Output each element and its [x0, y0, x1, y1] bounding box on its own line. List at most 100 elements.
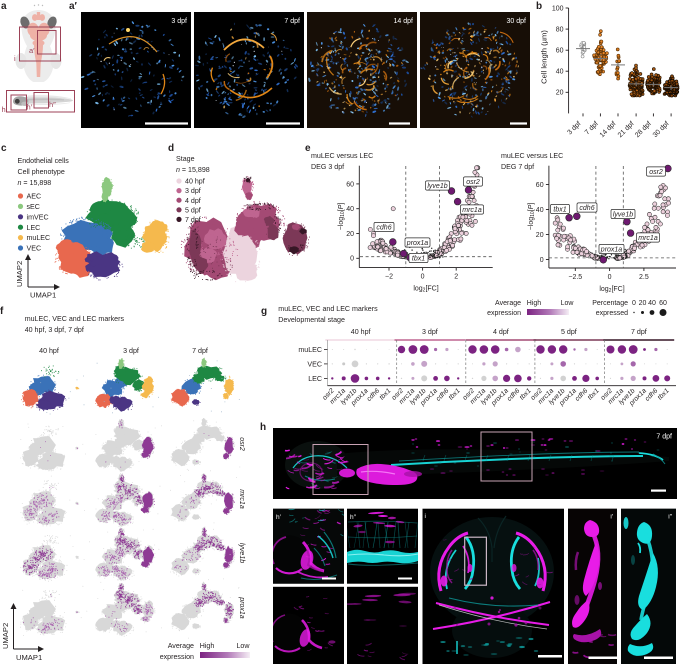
svg-text:UMAP2: UMAP2: [1, 623, 10, 649]
svg-text:Stage: Stage: [176, 155, 195, 163]
svg-text:60: 60: [556, 48, 564, 55]
svg-text:UMAP1: UMAP1: [16, 653, 42, 662]
svg-text:40: 40: [556, 69, 564, 76]
svg-text:40: 40: [536, 207, 544, 214]
svg-text:prox1a: prox1a: [600, 247, 623, 254]
svg-text:20: 20: [556, 90, 564, 97]
svg-text:mrc1a: mrc1a: [238, 489, 245, 509]
svg-text:muLEC, VEC and LEC markers: muLEC, VEC and LEC markers: [25, 315, 125, 323]
svg-text:7 dpf: 7 dpf: [192, 347, 208, 355]
svg-text:3 dpf: 3 dpf: [171, 18, 187, 25]
svg-text:2: 2: [454, 274, 458, 281]
svg-text:h: h: [260, 422, 266, 433]
svg-text:40: 40: [648, 300, 656, 307]
svg-text:Percentage: Percentage: [592, 300, 628, 307]
svg-text:−log10[P]: −log10[P]: [338, 203, 346, 231]
svg-text:−log10[P]: −log10[P]: [528, 203, 536, 231]
svg-text:osr2: osr2: [238, 437, 245, 451]
svg-text:i″: i″: [668, 514, 672, 521]
svg-text:g: g: [261, 306, 267, 317]
svg-text:mrc1a: mrc1a: [638, 235, 658, 242]
svg-text:muLEC, VEC and LEC markers: muLEC, VEC and LEC markers: [278, 305, 378, 313]
svg-text:osr2: osr2: [649, 169, 663, 176]
svg-text:40: 40: [346, 206, 354, 213]
svg-text:tbx1: tbx1: [412, 256, 425, 263]
svg-text:2.5: 2.5: [639, 274, 649, 281]
svg-text:20: 20: [536, 232, 544, 239]
svg-text:cdh6: cdh6: [579, 205, 594, 212]
svg-text:muLEC: muLEC: [298, 346, 322, 354]
svg-text:0: 0: [540, 257, 544, 264]
svg-text:High: High: [200, 642, 215, 650]
svg-text:log2[FC]: log2[FC]: [413, 286, 438, 294]
svg-text:80: 80: [556, 26, 564, 33]
svg-text:UMAP1: UMAP1: [30, 291, 56, 300]
svg-text:AEC: AEC: [27, 193, 42, 201]
svg-text:7 dpf: 7 dpf: [631, 328, 647, 336]
svg-text:d: d: [168, 143, 174, 154]
svg-text:a′: a′: [29, 46, 35, 55]
svg-text:30 dpf: 30 dpf: [507, 18, 527, 25]
svg-text:LEC: LEC: [27, 224, 41, 232]
svg-text:n = 15,898: n = 15,898: [18, 179, 52, 187]
svg-text:Cell length (µm): Cell length (µm): [540, 30, 549, 84]
svg-text:h″: h″: [49, 100, 56, 109]
svg-text:7 dpf: 7 dpf: [284, 18, 300, 25]
svg-text:Average: Average: [168, 642, 194, 650]
svg-text:e: e: [305, 143, 311, 154]
svg-text:h′: h′: [276, 514, 282, 521]
svg-text:i: i: [425, 513, 426, 520]
svg-text:lyve1b: lyve1b: [613, 212, 633, 219]
svg-text:40 hpf: 40 hpf: [351, 328, 371, 336]
svg-text:40 hpf, 3 dpf, 7 dpf: 40 hpf, 3 dpf, 7 dpf: [25, 326, 84, 334]
svg-text:sEC: sEC: [27, 203, 40, 211]
svg-text:mrc1a: mrc1a: [462, 207, 482, 214]
svg-text:UMAP2: UMAP2: [15, 261, 24, 287]
svg-text:60: 60: [659, 300, 667, 307]
svg-text:20: 20: [346, 231, 354, 238]
svg-text:Low: Low: [236, 642, 250, 650]
svg-text:osr2: osr2: [466, 179, 480, 186]
svg-text:4 dpf: 4 dpf: [185, 197, 201, 205]
svg-text:7 dpf: 7 dpf: [656, 434, 672, 441]
svg-text:Developmental stage: Developmental stage: [278, 316, 345, 324]
svg-text:b: b: [536, 1, 542, 12]
svg-text:14 dpf: 14 dpf: [394, 18, 414, 25]
svg-text:n = 15,898: n = 15,898: [176, 166, 210, 174]
svg-text:5 dpf: 5 dpf: [561, 328, 577, 336]
svg-text:c: c: [1, 143, 7, 154]
svg-text:4 dpf: 4 dpf: [493, 328, 509, 336]
svg-text:a: a: [1, 1, 7, 12]
svg-text:40 hpf: 40 hpf: [39, 347, 59, 355]
svg-text:Endothelial cells: Endothelial cells: [18, 157, 70, 165]
svg-text:40 hpf: 40 hpf: [185, 178, 205, 186]
svg-text:Low: Low: [561, 300, 575, 307]
svg-text:3 dpf: 3 dpf: [123, 347, 139, 355]
svg-text:3 dpf: 3 dpf: [422, 328, 438, 336]
svg-text:Average: Average: [495, 300, 521, 307]
svg-text:i′: i′: [610, 514, 613, 521]
svg-text:100: 100: [552, 5, 564, 12]
svg-text:lyve1b: lyve1b: [427, 183, 447, 190]
svg-text:muLEC versus LEC: muLEC versus LEC: [501, 152, 563, 160]
svg-text:0: 0: [632, 300, 636, 307]
svg-text:h′: h′: [27, 103, 33, 112]
svg-text:muLEC: muLEC: [27, 234, 51, 242]
svg-text:i: i: [14, 54, 16, 63]
svg-text:Cell phenotype: Cell phenotype: [18, 168, 65, 176]
svg-text:20: 20: [639, 300, 647, 307]
svg-text:7 dpf: 7 dpf: [185, 216, 201, 224]
svg-text:expression: expression: [160, 653, 194, 661]
svg-text:expression: expression: [487, 310, 521, 317]
svg-text:0: 0: [350, 256, 354, 263]
svg-text:LEC: LEC: [308, 375, 322, 383]
svg-text:5 dpf: 5 dpf: [185, 206, 201, 214]
svg-text:High: High: [527, 300, 542, 307]
svg-text:VEC: VEC: [27, 245, 42, 253]
svg-text:tbx1: tbx1: [553, 207, 566, 214]
svg-text:imVEC: imVEC: [27, 213, 49, 221]
svg-text:−2: −2: [385, 274, 393, 281]
svg-text:DEG 7 dpf: DEG 7 dpf: [501, 163, 534, 171]
svg-text:3 dpf: 3 dpf: [185, 187, 201, 195]
svg-text:60: 60: [536, 182, 544, 189]
